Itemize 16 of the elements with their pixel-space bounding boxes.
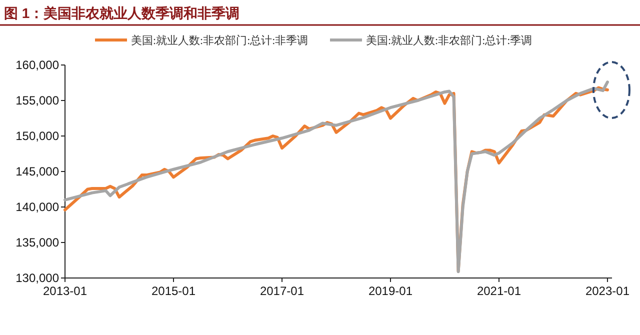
x-tick-label: 2013-01 — [42, 284, 88, 298]
y-tick-label: 135,000 — [16, 236, 60, 250]
x-tick-label: 2019-01 — [368, 284, 413, 298]
x-tick-label: 2015-01 — [151, 284, 196, 298]
y-tick-label: 155,000 — [16, 94, 60, 108]
y-tick-label: 160,000 — [16, 58, 60, 72]
chart-title: 图 1：美国非农就业人数季调和非季调 — [4, 5, 240, 21]
x-tick-label: 2017-01 — [260, 284, 304, 298]
y-tick-label: 130,000 — [16, 271, 60, 285]
legend-label: 美国:就业人数:非农部门:总计:非季调 — [131, 34, 308, 47]
x-tick-label: 2023-01 — [585, 284, 630, 298]
x-tick-label: 2021-01 — [476, 284, 522, 298]
y-tick-label: 140,000 — [16, 200, 60, 214]
legend-label: 美国:就业人数:非农部门:总计:季调 — [366, 34, 532, 47]
y-tick-label: 150,000 — [16, 129, 60, 143]
y-tick-label: 145,000 — [16, 164, 60, 178]
